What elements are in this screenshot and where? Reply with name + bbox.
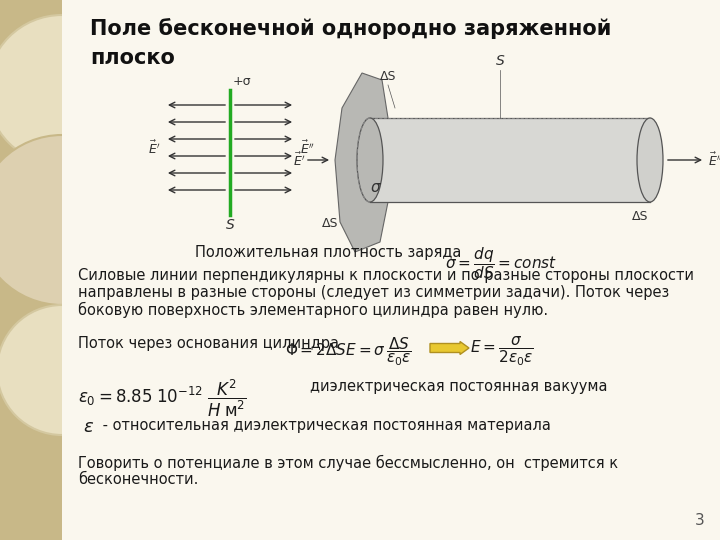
- Circle shape: [0, 135, 147, 305]
- Text: ΔS: ΔS: [380, 70, 397, 83]
- Text: $E = \dfrac{\sigma}{2\varepsilon_0\varepsilon}$: $E = \dfrac{\sigma}{2\varepsilon_0\varep…: [470, 336, 534, 368]
- Text: - относительная диэлектрическая постоянная материала: - относительная диэлектрическая постоянн…: [98, 418, 551, 433]
- Bar: [0, 0, 62, 540]
- Text: Поток через основания цилиндра: Поток через основания цилиндра: [78, 336, 339, 351]
- Text: ΔS: ΔS: [322, 217, 338, 230]
- Text: Поле бесконечной однородно заряженной: Поле бесконечной однородно заряженной: [90, 18, 611, 39]
- Text: $\Phi = 2\Delta SE = \sigma\,\dfrac{\Delta S}{\varepsilon_0\varepsilon}$: $\Phi = 2\Delta SE = \sigma\,\dfrac{\Del…: [285, 336, 412, 368]
- FancyArrow shape: [430, 341, 469, 354]
- Text: $\vec{E}''$: $\vec{E}''$: [708, 151, 720, 168]
- Circle shape: [0, 305, 127, 435]
- Text: σ: σ: [370, 180, 380, 195]
- Bar: [370, 118, 650, 202]
- Text: диэлектрическая постоянная вакуума: диэлектрическая постоянная вакуума: [310, 379, 608, 394]
- Text: $\sigma = \dfrac{dq}{dS} = const$: $\sigma = \dfrac{dq}{dS} = const$: [445, 245, 557, 281]
- Polygon shape: [335, 73, 388, 252]
- Text: Силовые линии перпендикулярны к плоскости и по разные стороны плоскости: Силовые линии перпендикулярны к плоскост…: [78, 268, 694, 283]
- Text: $\vec{E}'$: $\vec{E}'$: [293, 151, 305, 168]
- Text: Говорить о потенциале в этом случае бессмысленно, он  стремится к: Говорить о потенциале в этом случае бесс…: [78, 455, 618, 471]
- Ellipse shape: [637, 118, 663, 202]
- Text: 3: 3: [696, 513, 705, 528]
- Text: $\varepsilon_0 = 8.85\;10^{-12}\;\dfrac{K^2}{H\;{\rm м}^2}$: $\varepsilon_0 = 8.85\;10^{-12}\;\dfrac{…: [78, 378, 247, 420]
- Ellipse shape: [357, 118, 383, 202]
- Text: боковую поверхность элементарного цилиндра равен нулю.: боковую поверхность элементарного цилинд…: [78, 302, 548, 318]
- Text: $\vec{E}''$: $\vec{E}''$: [300, 139, 315, 157]
- Text: S: S: [225, 218, 235, 232]
- Text: Положительная плотность заряда: Положительная плотность заряда: [195, 245, 462, 260]
- Text: плоско: плоско: [90, 48, 175, 68]
- Text: ΔS: ΔS: [631, 210, 648, 223]
- Text: направлены в разные стороны (следует из симметрии задачи). Поток через: направлены в разные стороны (следует из …: [78, 285, 670, 300]
- Text: S: S: [495, 54, 505, 68]
- Circle shape: [0, 15, 137, 165]
- Text: $\vec{E}'$: $\vec{E}'$: [148, 139, 160, 157]
- Text: $\varepsilon$: $\varepsilon$: [83, 418, 94, 436]
- Text: +σ: +σ: [233, 75, 251, 88]
- Text: бесконечности.: бесконечности.: [78, 472, 199, 487]
